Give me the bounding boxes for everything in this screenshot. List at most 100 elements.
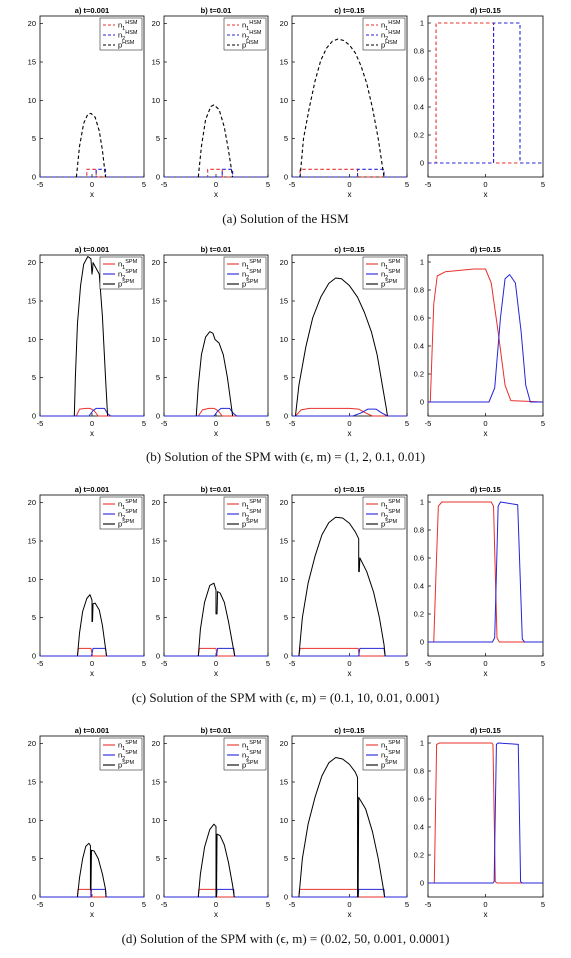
x-axis-label: x — [90, 910, 94, 919]
x-tick-label: -5 — [37, 180, 44, 189]
y-tick-label: 0 — [156, 173, 160, 182]
y-tick-label: 5 — [284, 613, 288, 622]
x-tick-label: -5 — [425, 180, 432, 189]
chart-title: c) t=0.15 — [334, 726, 364, 735]
y-tick-label: 5 — [156, 373, 160, 382]
y-tick-label: 20 — [28, 739, 36, 748]
y-tick-label: 0.2 — [414, 370, 424, 379]
series-line-2 — [292, 408, 407, 417]
x-tick-label: 5 — [541, 419, 545, 428]
legend-label: n2SPM — [118, 750, 138, 762]
chart-title: c) t=0.15 — [334, 6, 364, 15]
x-axis-label: x — [484, 190, 488, 199]
x-tick-label: 0 — [347, 419, 351, 428]
x-axis-label: x — [214, 190, 218, 199]
x-axis-label: x — [214, 669, 218, 678]
series-line-3 — [76, 594, 108, 657]
x-tick-label: 5 — [405, 419, 409, 428]
y-tick-label: 0 — [420, 398, 424, 407]
chart-title: b) t=0.01 — [201, 485, 232, 494]
x-tick-label: 0 — [214, 900, 218, 909]
x-tick-label: -5 — [161, 900, 168, 909]
chart-title: d) t=0.15 — [470, 245, 501, 254]
y-tick-label: 0 — [156, 893, 160, 902]
series-line-1 — [292, 407, 407, 417]
y-tick-label: 15 — [28, 778, 36, 787]
y-tick-label: 0 — [32, 412, 36, 421]
y-tick-label: 20 — [280, 19, 288, 28]
y-tick-label: 1 — [420, 739, 424, 748]
y-tick-label: 0.6 — [414, 314, 424, 323]
x-tick-label: -5 — [37, 659, 44, 668]
plot-frame — [427, 494, 544, 657]
legend-label: n2HSM — [242, 30, 262, 42]
y-tick-label: 5 — [32, 373, 36, 382]
x-tick-label: 0 — [214, 180, 218, 189]
y-tick-label: 5 — [32, 613, 36, 622]
x-tick-label: 5 — [541, 900, 545, 909]
legend-label: n1SPM — [242, 499, 262, 511]
x-tick-label: 5 — [266, 900, 270, 909]
series-line-2 — [292, 647, 407, 657]
y-tick-label: 0.2 — [414, 610, 424, 619]
legend-label: n1SPM — [118, 499, 138, 511]
chart-title: b) t=0.01 — [201, 245, 232, 254]
x-tick-label: 0 — [90, 419, 94, 428]
y-tick-label: 15 — [28, 58, 36, 67]
legend-label: n1SPM — [381, 259, 401, 271]
caption-b: (b) Solution of the SPM with (ϵ, m) = (1… — [145, 449, 426, 464]
chart-title: c) t=0.15 — [334, 245, 364, 254]
y-tick-label: 0.2 — [414, 131, 424, 140]
plot-frame — [427, 15, 544, 178]
y-tick-label: 0.4 — [414, 103, 424, 112]
series-line-3 — [298, 756, 386, 898]
legend-label: n1SPM — [242, 740, 262, 752]
x-tick-label: -5 — [289, 180, 296, 189]
legend-label: pSPM — [118, 279, 135, 289]
y-tick-label: 15 — [280, 537, 288, 546]
x-tick-label: 5 — [405, 659, 409, 668]
x-tick-label: 5 — [142, 659, 146, 668]
y-tick-label: 10 — [28, 575, 36, 584]
series-line-2 — [164, 888, 268, 898]
series-line-2 — [40, 407, 144, 417]
y-tick-label: 0 — [420, 879, 424, 888]
x-tick-label: 0 — [483, 180, 487, 189]
chart-title: a) t=0.001 — [75, 245, 109, 254]
x-axis-label: x — [90, 190, 94, 199]
x-tick-label: -5 — [161, 180, 168, 189]
chart-title: d) t=0.15 — [470, 485, 501, 494]
legend-label: n2HSM — [118, 30, 138, 42]
caption-c: (c) Solution of the SPM with (ϵ, m) = (0… — [131, 690, 440, 705]
legend-label: pSPM — [381, 279, 398, 289]
x-tick-label: 0 — [347, 900, 351, 909]
y-tick-label: 15 — [280, 778, 288, 787]
series-line-2 — [40, 647, 144, 657]
x-tick-label: 5 — [142, 900, 146, 909]
series-line-1 — [428, 742, 543, 884]
legend-label: pSPM — [242, 760, 259, 770]
y-tick-label: 10 — [152, 335, 160, 344]
series-line-2 — [428, 742, 543, 884]
chart-title: a) t=0.001 — [75, 485, 109, 494]
y-tick-label: 0.4 — [414, 582, 424, 591]
y-tick-label: 15 — [152, 297, 160, 306]
series-line-3 — [75, 112, 107, 178]
legend-label: n2SPM — [118, 509, 138, 521]
legend-label: pHSM — [242, 40, 259, 50]
series-line-3 — [195, 331, 234, 417]
y-tick-label: 15 — [28, 537, 36, 546]
legend-label: pSPM — [242, 279, 259, 289]
y-tick-label: 0.8 — [414, 286, 424, 295]
x-axis-label: x — [214, 429, 218, 438]
y-tick-label: 20 — [28, 258, 36, 267]
x-tick-label: 5 — [541, 180, 545, 189]
y-tick-label: 10 — [152, 816, 160, 825]
x-axis-label: x — [214, 910, 218, 919]
y-tick-label: 10 — [28, 816, 36, 825]
